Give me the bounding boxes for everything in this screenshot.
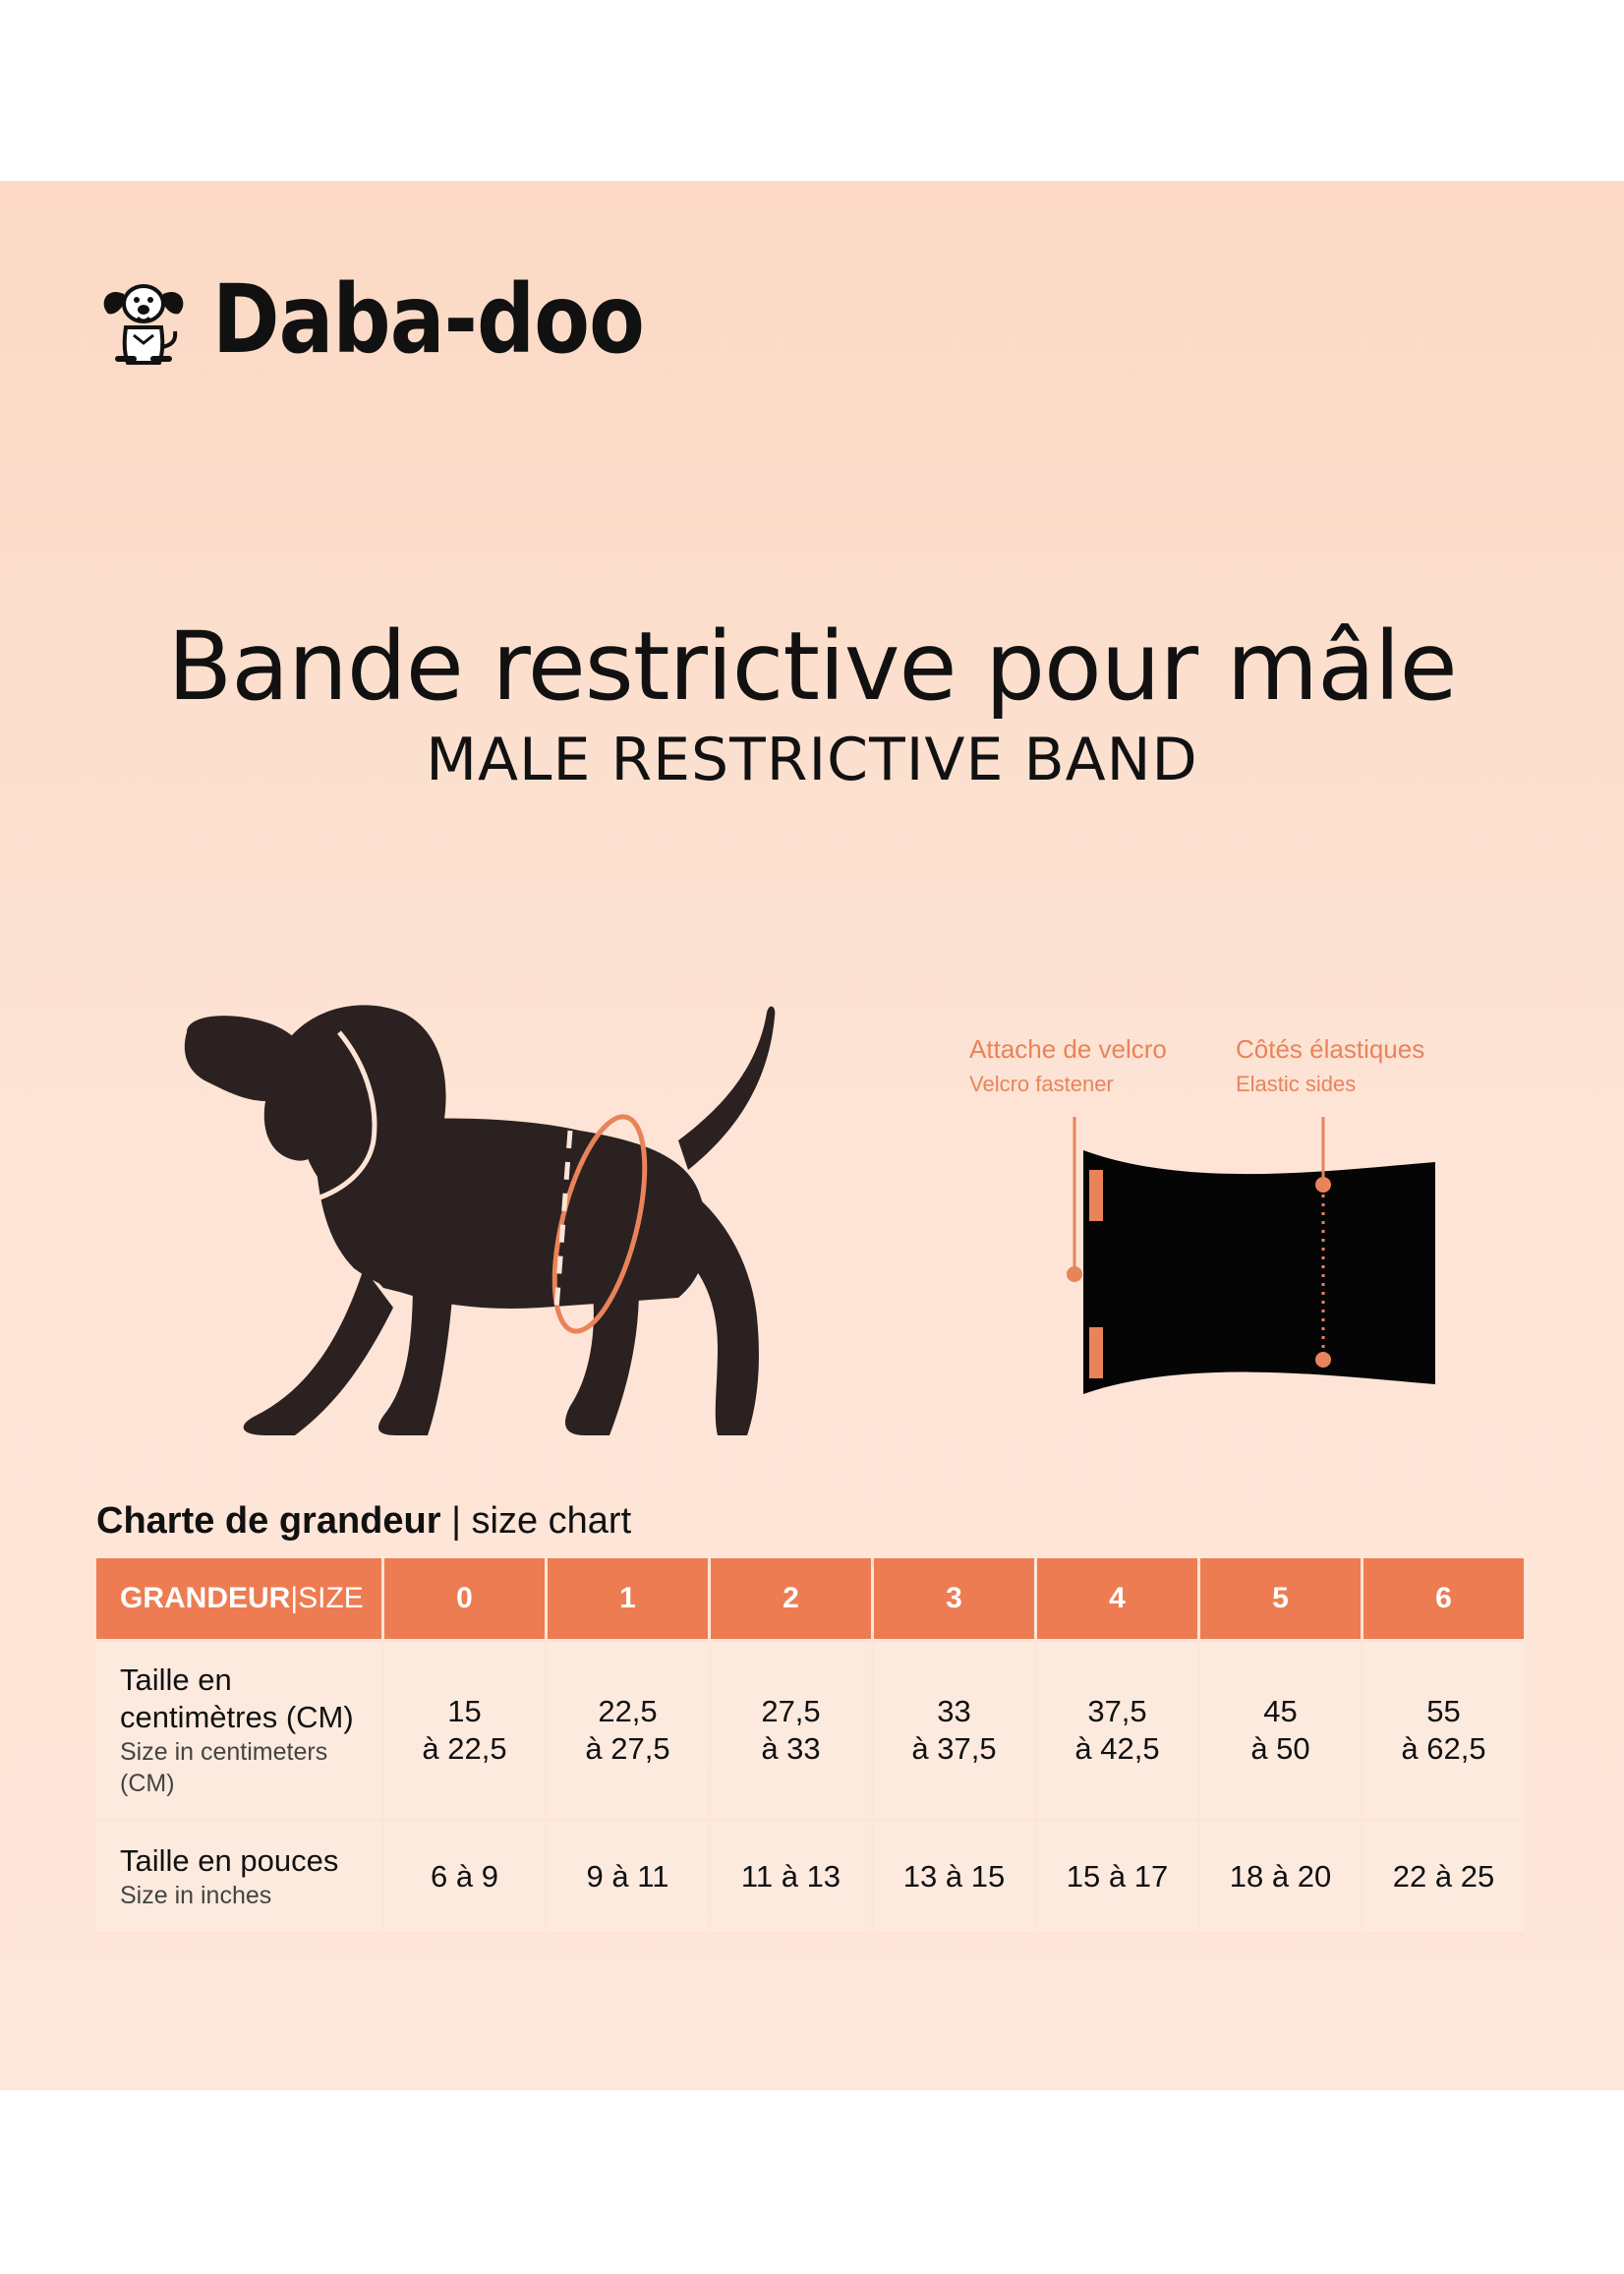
table-cell: 11 à 13: [711, 1822, 871, 1935]
size-chart-title-fr: Charte de grandeur: [96, 1500, 441, 1542]
table-cell: 22 à 25: [1363, 1822, 1524, 1935]
table-cell: 9 à 11: [548, 1822, 708, 1935]
size-header-label-sub: SIZE: [298, 1582, 364, 1614]
size-table-header: GRANDEUR|SIZE 0 1 2 3 4 5 6: [96, 1558, 1524, 1642]
table-row-centimeters: Taille en centimètres (CM) Size in centi…: [96, 1642, 1524, 1822]
table-cell: 15 à 17: [1037, 1822, 1197, 1935]
page-title: Bande restrictive pour mâle: [167, 612, 1457, 722]
row-label-centimeters: Taille en centimètres (CM) Size in centi…: [96, 1642, 381, 1822]
size-header-cell: 6: [1363, 1558, 1524, 1642]
row-label-inches: Taille en pouces Size in inches: [96, 1822, 381, 1935]
table-cell: 55 à 62,5: [1363, 1642, 1524, 1822]
callout-elastic: Côtés élastiques: [1236, 1034, 1425, 1064]
callout-elastic-sub: Elastic sides: [1236, 1072, 1357, 1096]
table-cell: 27,5 à 33: [711, 1642, 871, 1822]
dog-mascot-icon: [103, 284, 184, 365]
table-cell: 6 à 9: [384, 1822, 545, 1935]
table-row-inches: Taille en pouces Size in inches 6 à 9 9 …: [96, 1822, 1524, 1935]
size-chart-title-en: size chart: [460, 1500, 632, 1542]
table-cell: 22,5 à 27,5: [548, 1642, 708, 1822]
size-header-cell: 5: [1200, 1558, 1361, 1642]
band-diagram-icon: [1067, 1117, 1435, 1394]
page-subtitle: MALE RESTRICTIVE BAND: [426, 726, 1198, 794]
table-cell: 33 à 37,5: [874, 1642, 1034, 1822]
callout-velcro: Attache de velcro: [969, 1034, 1167, 1064]
row-label-sub: Size in inches: [120, 1882, 272, 1909]
size-header-cell: 0: [384, 1558, 545, 1642]
row-label-main: Taille en centimètres (CM): [120, 1662, 354, 1734]
brand-logo: Daba-doo: [94, 265, 714, 374]
size-header-label-main: GRANDEUR: [120, 1582, 291, 1614]
table-cell: 18 à 20: [1200, 1822, 1361, 1935]
callout-velcro-sub: Velcro fastener: [969, 1072, 1114, 1096]
row-label-sub: Size in centimeters (CM): [120, 1738, 328, 1797]
size-header-cell: 1: [548, 1558, 708, 1642]
size-chart-title: Charte de grandeur | size chart: [96, 1498, 631, 1544]
size-header-cell: 3: [874, 1558, 1034, 1642]
size-header-cell: 4: [1037, 1558, 1197, 1642]
table-cell: 13 à 15: [874, 1822, 1034, 1935]
table-cell: 45 à 50: [1200, 1642, 1361, 1822]
size-header-label: GRANDEUR|SIZE: [96, 1558, 381, 1642]
size-table: GRANDEUR|SIZE 0 1 2 3 4 5 6 Taille en ce…: [93, 1558, 1527, 1935]
brand-name: Daba-doo: [212, 264, 645, 375]
dog-silhouette-icon: [184, 1005, 776, 1435]
size-header-cell: 2: [711, 1558, 871, 1642]
table-cell: 15 à 22,5: [384, 1642, 545, 1822]
size-chart-title-separator: |: [451, 1500, 461, 1542]
row-label-main: Taille en pouces: [120, 1843, 339, 1878]
table-cell: 37,5 à 42,5: [1037, 1642, 1197, 1822]
size-header-label-sep: |: [290, 1582, 299, 1614]
